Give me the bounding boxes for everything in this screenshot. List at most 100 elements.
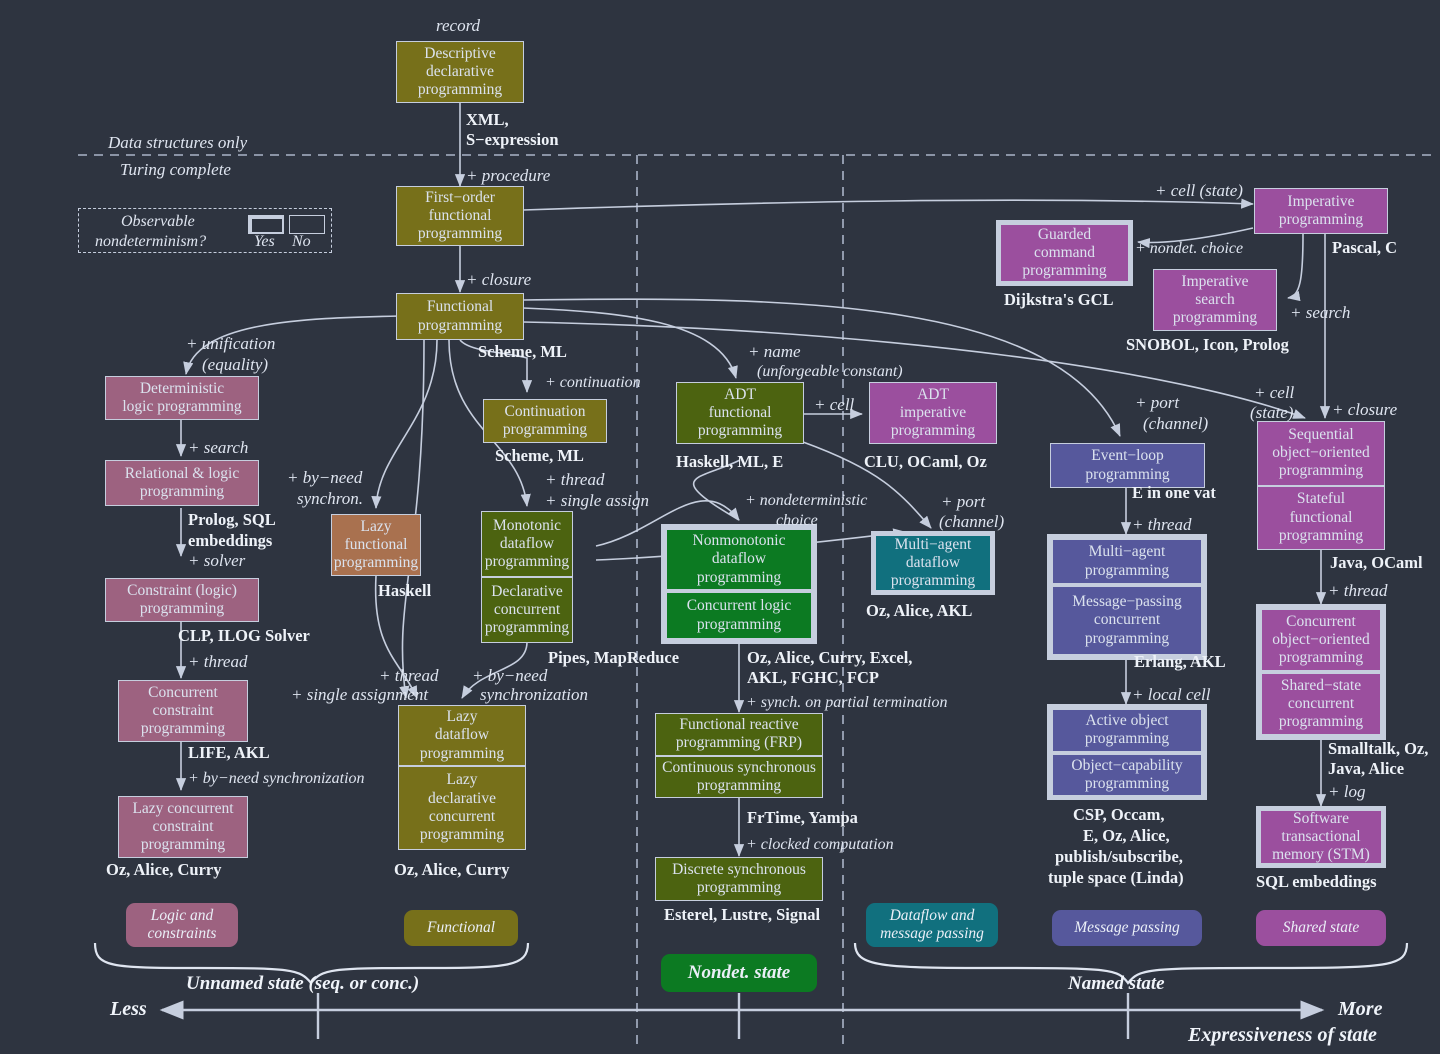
node-event-loop-programming[interactable]: Event−loop programming xyxy=(1050,443,1205,488)
node-line: Multi−agent xyxy=(1088,543,1166,561)
node-line: programming xyxy=(696,776,782,794)
node-line: functional xyxy=(428,206,492,224)
lang-label-smalltalk-2: Java, Alice xyxy=(1328,759,1405,778)
edge-label-thread-concurrent-oo: + thread xyxy=(1328,581,1388,600)
node-adt-imperative-programming[interactable]: ADT imperative programming xyxy=(869,382,997,444)
node-lazy-concurrent-constraint-programming[interactable]: Lazy concurrent constraint programming xyxy=(118,796,248,858)
node-descriptive-declarative-programming[interactable]: Descriptive declarative programming xyxy=(396,41,524,103)
node-line: declarative xyxy=(426,62,494,80)
node-adt-functional-programming[interactable]: ADT functional programming xyxy=(676,382,804,444)
edge-label-cell-state-top: + cell (state) xyxy=(1155,181,1243,200)
node-deterministic-logic-programming[interactable]: Deterministic logic programming xyxy=(105,376,259,420)
node-declarative-concurrent-programming[interactable]: Declarative concurrent programming xyxy=(481,577,573,643)
node-guarded-command-programming[interactable]: Guarded command programming xyxy=(996,220,1133,286)
node-line: search xyxy=(1195,290,1235,308)
pill-message-passing[interactable]: Message passing xyxy=(1052,910,1202,946)
node-line: logic programming xyxy=(122,398,242,415)
node-shared-state-concurrent-programming[interactable]: Shared−state concurrent programming xyxy=(1261,673,1381,735)
node-lazy-dataflow-programming[interactable]: Lazy dataflow programming xyxy=(398,705,526,766)
node-concurrent-logic-programming[interactable]: Concurrent logic programming xyxy=(666,592,812,639)
lang-label-oz-alice-curry-excel-1: Oz, Alice, Curry, Excel, xyxy=(747,648,913,667)
edge-label-port-1: + port xyxy=(941,492,986,511)
node-object-capability-programming[interactable]: Object−capability programming xyxy=(1052,753,1202,797)
node-line: programming xyxy=(484,553,570,571)
node-concurrent-object-oriented-programming[interactable]: Concurrent object−oriented programming xyxy=(1261,609,1381,671)
node-functional-reactive-programming[interactable]: Functional reactive programming (FRP) xyxy=(655,713,823,756)
edge-label-port-2: (channel) xyxy=(939,512,1005,531)
pill-shared-state[interactable]: Shared state xyxy=(1256,910,1386,946)
node-line: programming xyxy=(1084,629,1170,647)
edge-label-local-cell: + local cell xyxy=(1132,685,1211,704)
edge-label-single-assignment: + single assignment xyxy=(291,685,429,704)
brace-label-named-state: Named state xyxy=(1068,973,1165,994)
pill-logic-and-constraints[interactable]: Logic and constraints xyxy=(126,903,238,947)
edge-label-thread-logic: + thread xyxy=(188,652,248,671)
node-line: Software xyxy=(1293,809,1349,827)
node-imperative-programming[interactable]: Imperative programming xyxy=(1254,188,1388,234)
node-continuation-programming[interactable]: Continuation programming xyxy=(483,399,607,443)
node-constraint-logic-programming[interactable]: Constraint (logic) programming xyxy=(105,578,259,622)
pill-dataflow-and-message-passing[interactable]: Dataflow and message passing xyxy=(866,903,998,947)
node-line: ADT xyxy=(917,385,949,403)
edge-label-nondet-choice-short: + nondet. choice xyxy=(1135,240,1244,257)
edge-label-by-need-sync-logic: + by−need synchronization xyxy=(188,770,365,787)
node-line: dataflow xyxy=(711,550,767,568)
node-line: Monotonic xyxy=(492,516,562,534)
lang-label-oz-alice-curry-left: Oz, Alice, Curry xyxy=(106,860,222,879)
node-nonmonotonic-dataflow-programming[interactable]: Nonmonotonic dataflow programming xyxy=(666,529,812,590)
node-first-order-functional-programming[interactable]: First−order functional programming xyxy=(396,186,524,246)
node-line: Descriptive xyxy=(424,44,496,62)
node-line: programming xyxy=(1084,730,1170,748)
node-relational-and-logic-programming[interactable]: Relational & logic programming xyxy=(105,460,259,506)
lang-label-xml-1: XML, xyxy=(466,110,509,129)
node-functional-programming[interactable]: Functional programming xyxy=(396,293,524,340)
edge-label-cell: + cell xyxy=(814,395,855,414)
node-sequential-object-oriented-programming[interactable]: Sequential object−oriented programming xyxy=(1257,421,1385,486)
node-lazy-functional-programming[interactable]: Lazy functional programming xyxy=(331,514,421,576)
node-stateful-functional-programming[interactable]: Stateful functional programming xyxy=(1257,485,1385,550)
edge-label-by-need-lazy-2: synchronization xyxy=(480,685,588,704)
divider-label-turing-complete: Turing complete xyxy=(120,160,231,179)
node-active-object-programming[interactable]: Active object programming xyxy=(1052,709,1202,752)
node-line: programming xyxy=(140,720,226,738)
node-multi-agent-programming[interactable]: Multi−agent programming xyxy=(1052,539,1202,584)
node-message-passing-concurrent-programming[interactable]: Message−passing concurrent programming xyxy=(1052,586,1202,655)
node-line: programming xyxy=(1278,462,1364,480)
lang-label-scheme-ml-continuation: Scheme, ML xyxy=(495,446,584,465)
node-concurrent-constraint-programming[interactable]: Concurrent constraint programming xyxy=(118,680,248,742)
node-line: programming xyxy=(890,572,976,590)
node-line: Sequential xyxy=(1288,425,1354,443)
node-group-frp: Functional reactive programming (FRP) Co… xyxy=(655,713,823,799)
node-line: First−order xyxy=(425,188,495,206)
lang-label-dijkstra-gcl: Dijkstra's GCL xyxy=(1004,290,1114,309)
lang-label-oz-alice-curry-excel-2: AKL, FGHC, FCP xyxy=(747,668,879,687)
node-line: programming xyxy=(696,879,782,896)
node-group-lazy-dataflow: Lazy dataflow programming Lazy declarati… xyxy=(398,705,526,850)
node-line: programming xyxy=(1085,465,1170,483)
node-discrete-synchronous-programming[interactable]: Discrete synchronous programming xyxy=(655,857,823,901)
edge-label-by-need-lazy-1: + by−need xyxy=(472,666,548,685)
node-line: Lazy xyxy=(446,771,478,789)
node-lazy-declarative-concurrent-programming[interactable]: Lazy declarative concurrent programming xyxy=(398,766,526,850)
pill-functional[interactable]: Functional xyxy=(404,910,518,946)
pill-line: constraints xyxy=(147,925,217,942)
node-line: programming (FRP) xyxy=(675,734,803,752)
node-line: programming xyxy=(333,554,419,572)
node-line: constraint xyxy=(152,701,214,719)
node-line: programming xyxy=(696,568,782,586)
lang-label-java-ocaml: Java, OCaml xyxy=(1330,553,1423,572)
node-continuous-synchronous-programming[interactable]: Continuous synchronous programming xyxy=(655,755,823,799)
node-monotonic-dataflow-programming[interactable]: Monotonic dataflow programming xyxy=(481,511,573,577)
pill-line: Logic and xyxy=(150,907,214,925)
node-line: object−oriented xyxy=(1272,444,1370,462)
node-imperative-search-programming[interactable]: Imperative search programming xyxy=(1153,269,1277,331)
node-line: Guarded xyxy=(1037,225,1092,243)
edge-label-thread-dataflow: + thread xyxy=(545,470,605,489)
pill-nondet-state[interactable]: Nondet. state xyxy=(661,954,817,992)
node-software-transactional-memory[interactable]: Software transactional memory (STM) xyxy=(1256,806,1386,868)
node-line: Relational & logic xyxy=(124,464,240,482)
node-line: Concurrent xyxy=(148,683,218,701)
node-group-sequential-oo: Sequential object−oriented programming S… xyxy=(1257,421,1385,550)
node-multi-agent-dataflow-programming[interactable]: Multi−agent dataflow programming xyxy=(871,531,995,595)
node-line: Multi−agent xyxy=(894,535,972,553)
